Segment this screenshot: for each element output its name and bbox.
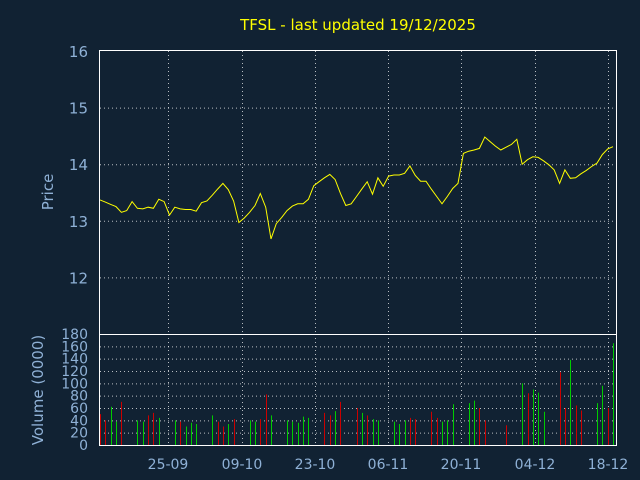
volume-y-tick-label: 0 xyxy=(79,438,88,454)
x-tick-label: 04-12 xyxy=(515,457,556,473)
volume-bars xyxy=(100,343,614,445)
volume-y-tick-label: 40 xyxy=(70,413,88,429)
volume-y-tick-label: 120 xyxy=(61,364,88,380)
price-panel: 12 13 14 15 16 Price xyxy=(39,43,617,335)
price-y-tick-label: 16 xyxy=(69,43,88,61)
chart-title: TFSL - last updated 19/12/2025 xyxy=(239,16,476,34)
volume-y-tick-label: 160 xyxy=(61,339,88,355)
price-y-tick-label: 14 xyxy=(69,156,88,174)
volume-panel-frame xyxy=(99,334,617,446)
x-tick-label: 25-09 xyxy=(148,457,189,473)
x-tick-label: 09-10 xyxy=(222,457,263,473)
volume-axis-label: Volume (0000) xyxy=(29,335,47,445)
x-tick-label: 20-11 xyxy=(441,457,482,473)
volume-y-tick-label: 80 xyxy=(70,389,88,405)
x-tick-label: 06-11 xyxy=(368,457,409,473)
price-y-ticks: 12 13 14 15 16 xyxy=(69,43,88,287)
x-axis-ticks: 25-09 09-10 23-10 06-11 20-11 04-12 18-12 xyxy=(148,457,629,473)
volume-y-tick-label: 100 xyxy=(61,376,88,392)
x-tick-label: 23-10 xyxy=(295,457,336,473)
x-tick-label: 18-12 xyxy=(588,457,629,473)
price-axis-label: Price xyxy=(39,174,57,211)
price-line-series xyxy=(99,136,614,240)
volume-y-tick-label: 20 xyxy=(70,426,88,442)
volume-y-tick-label: 180 xyxy=(61,327,88,343)
volume-y-tick-label: 60 xyxy=(70,401,88,417)
price-y-tick-label: 15 xyxy=(69,100,88,118)
price-y-tick-label: 12 xyxy=(69,269,88,287)
price-y-tick-label: 13 xyxy=(69,213,88,231)
volume-y-tick-label: 140 xyxy=(61,352,88,368)
